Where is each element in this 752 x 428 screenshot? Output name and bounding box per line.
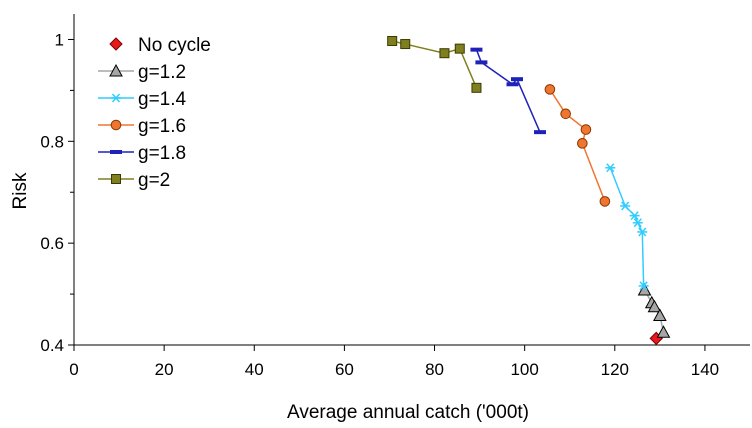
data-point (656, 325, 671, 338)
series-g-1-4 (605, 163, 649, 291)
legend-item: g=2 (98, 170, 170, 191)
x-tick-label: 100 (510, 360, 538, 379)
data-point (620, 201, 631, 211)
series-g-1-2 (637, 282, 671, 338)
x-tick-label: 20 (155, 360, 174, 379)
legend-marker (109, 63, 123, 77)
data-point (400, 39, 411, 50)
x-axis: 0 20 40 60 80 100 120 140 (69, 345, 719, 379)
data-point (544, 84, 556, 95)
x-tick-label: 40 (245, 360, 264, 379)
series-layer (387, 35, 671, 346)
y-tick-label: 0.6 (40, 234, 64, 253)
legend-marker (111, 93, 121, 103)
y-tick-label: 0.4 (40, 336, 64, 355)
legend-marker (111, 174, 121, 184)
legend-label: No cycle (138, 35, 211, 56)
x-tick-label: 140 (691, 360, 719, 379)
y-axis: 0.4 0.6 0.8 1 (40, 30, 74, 355)
x-tick-label: 0 (69, 360, 78, 379)
legend: No cycle g=1.2 g=1.4 g=1.6 g=1.8 g=2 (98, 35, 211, 191)
legend-item: g=1.2 (98, 62, 186, 83)
data-point (605, 163, 616, 173)
data-point (580, 124, 592, 135)
data-point (638, 281, 649, 291)
x-tick-label: 60 (335, 360, 354, 379)
legend-marker (110, 119, 122, 131)
data-point (577, 138, 588, 149)
legend-marker (109, 37, 123, 51)
legend-item: No cycle (109, 35, 211, 56)
x-tick-label: 80 (425, 360, 444, 379)
series-line (609, 167, 645, 286)
x-tick-label: 120 (601, 360, 629, 379)
legend-item: g=1.8 (98, 143, 186, 164)
legend-item: g=1.4 (98, 89, 187, 110)
y-axis-title: Risk (10, 172, 31, 209)
legend-label: g=1.2 (138, 62, 186, 83)
data-point (647, 299, 662, 313)
legend-item: g=1.6 (98, 116, 186, 137)
y-tick-label: 0.8 (40, 132, 64, 151)
legend-label: g=1.4 (138, 89, 187, 110)
data-point (632, 218, 643, 228)
series-g-2 (387, 35, 482, 93)
data-point (439, 48, 450, 59)
data-point (387, 35, 398, 46)
y-tick-label: 1 (55, 30, 64, 49)
data-point (471, 82, 482, 93)
data-point (454, 43, 465, 54)
legend-label: g=1.6 (138, 116, 186, 137)
data-point (629, 211, 640, 221)
series-g-1-6 (544, 84, 611, 207)
series-g-1-8 (470, 47, 546, 135)
data-point (653, 308, 667, 321)
data-point (560, 108, 571, 120)
data-point (637, 227, 648, 237)
series-line (549, 88, 606, 202)
data-point (599, 196, 611, 207)
legend-label: g=2 (138, 170, 170, 191)
plot-frame (73, 14, 750, 346)
x-axis-title: Average annual catch ('000t) (287, 402, 529, 423)
legend-label: g=1.8 (138, 143, 186, 164)
